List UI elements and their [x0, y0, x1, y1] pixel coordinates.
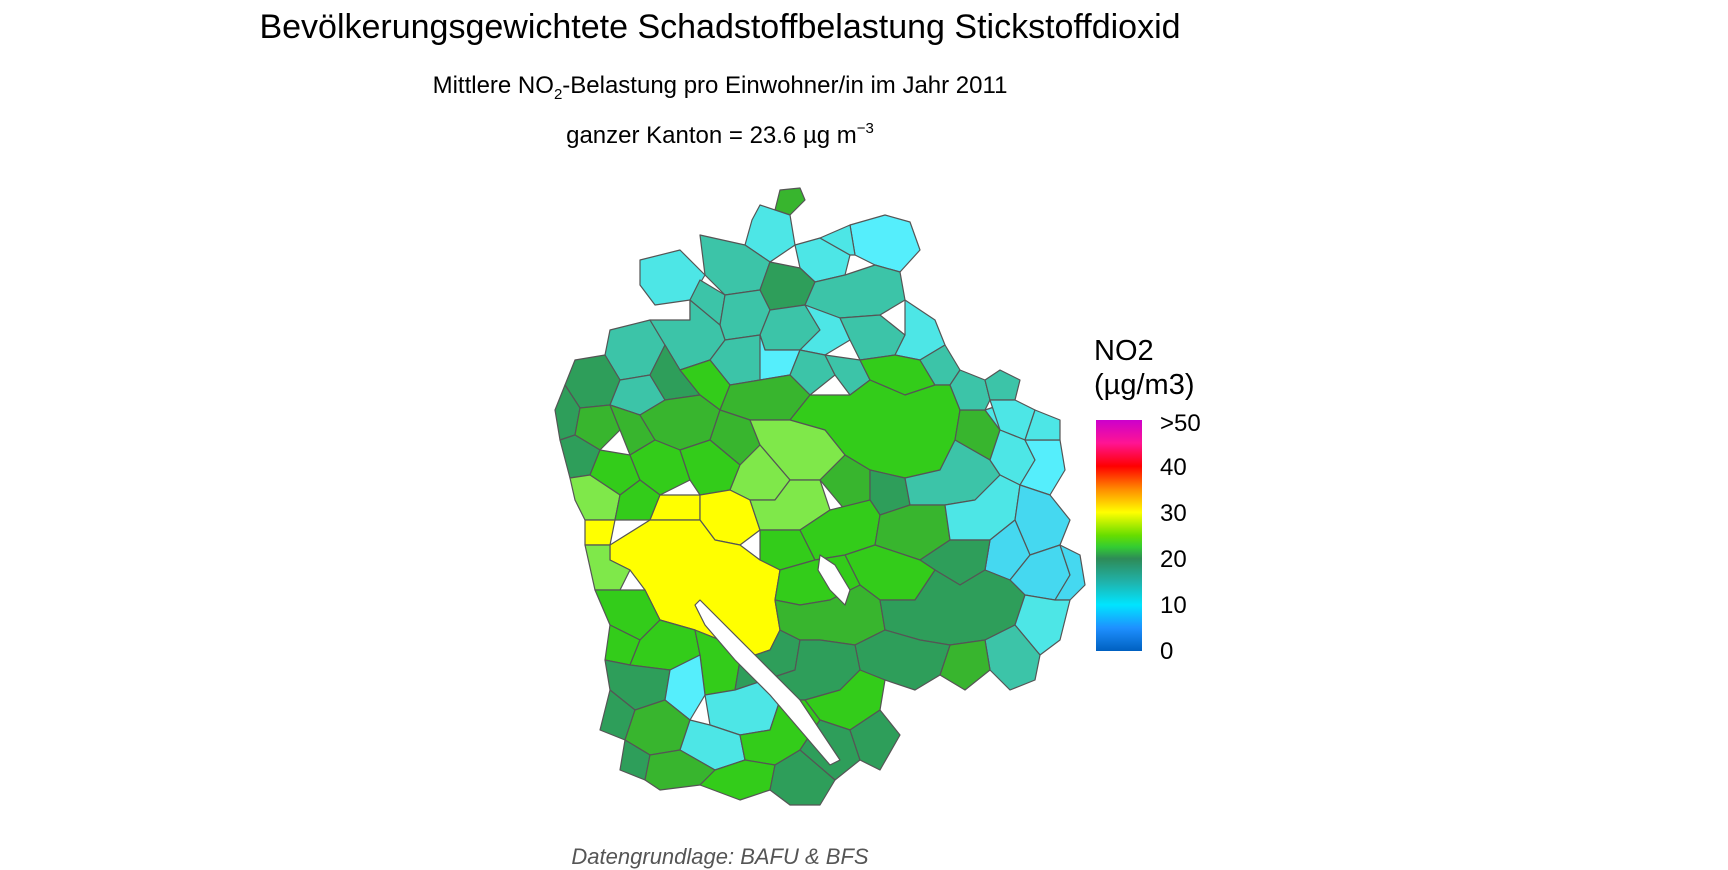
legend-tick	[1142, 513, 1150, 515]
municipality-region	[574, 404, 621, 451]
legend-tick-label: 40	[1160, 454, 1187, 481]
legend-tick-label: 0	[1160, 638, 1174, 665]
municipality-region	[769, 749, 836, 806]
kanton-average: ganzer Kanton = 23.6 µg m−3	[0, 120, 1440, 150]
legend-tick-label: 10	[1160, 592, 1187, 619]
legend-title: NO2 (µg/m3)	[1094, 334, 1195, 402]
municipality-region	[849, 709, 901, 771]
municipality-region	[789, 349, 836, 396]
legend-tick-label: 20	[1160, 546, 1187, 573]
municipality-region	[819, 224, 856, 256]
municipality-region	[774, 187, 806, 216]
legend-tick	[1142, 559, 1150, 561]
municipality-region	[584, 519, 616, 546]
legend-tick	[1142, 605, 1150, 607]
legend-tick	[1142, 467, 1150, 469]
chart-title: Bevölkerungsgewichtete Schadstoffbelastu…	[259, 8, 1181, 46]
chart-subtitle: Mittlere NO2-Belastung pro Einwohner/in …	[0, 72, 1440, 103]
legend-title-line2: (µg/m3)	[1094, 369, 1195, 401]
legend-colorbar	[1096, 420, 1142, 651]
legend-tick-label: >50	[1160, 410, 1201, 437]
lake	[817, 554, 851, 606]
legend-title-line1: NO2	[1094, 335, 1154, 367]
municipality-region	[1024, 409, 1061, 441]
kanton-superscript: −3	[856, 120, 874, 137]
subtitle-subscript: 2	[553, 86, 563, 103]
data-source-caption: Datengrundlage: BAFU & BFS	[571, 844, 869, 869]
municipality-region	[664, 654, 706, 721]
municipality-region	[984, 369, 1021, 401]
lake	[694, 599, 841, 766]
subtitle-post: -Belastung pro Einwohner/in im Jahr 2011	[562, 72, 1008, 99]
subtitle-pre: Mittlere NO	[432, 72, 554, 99]
municipality-region	[849, 214, 921, 273]
legend-tick-label: 30	[1160, 500, 1187, 527]
kanton-text: ganzer Kanton = 23.6 µg m	[566, 122, 857, 149]
